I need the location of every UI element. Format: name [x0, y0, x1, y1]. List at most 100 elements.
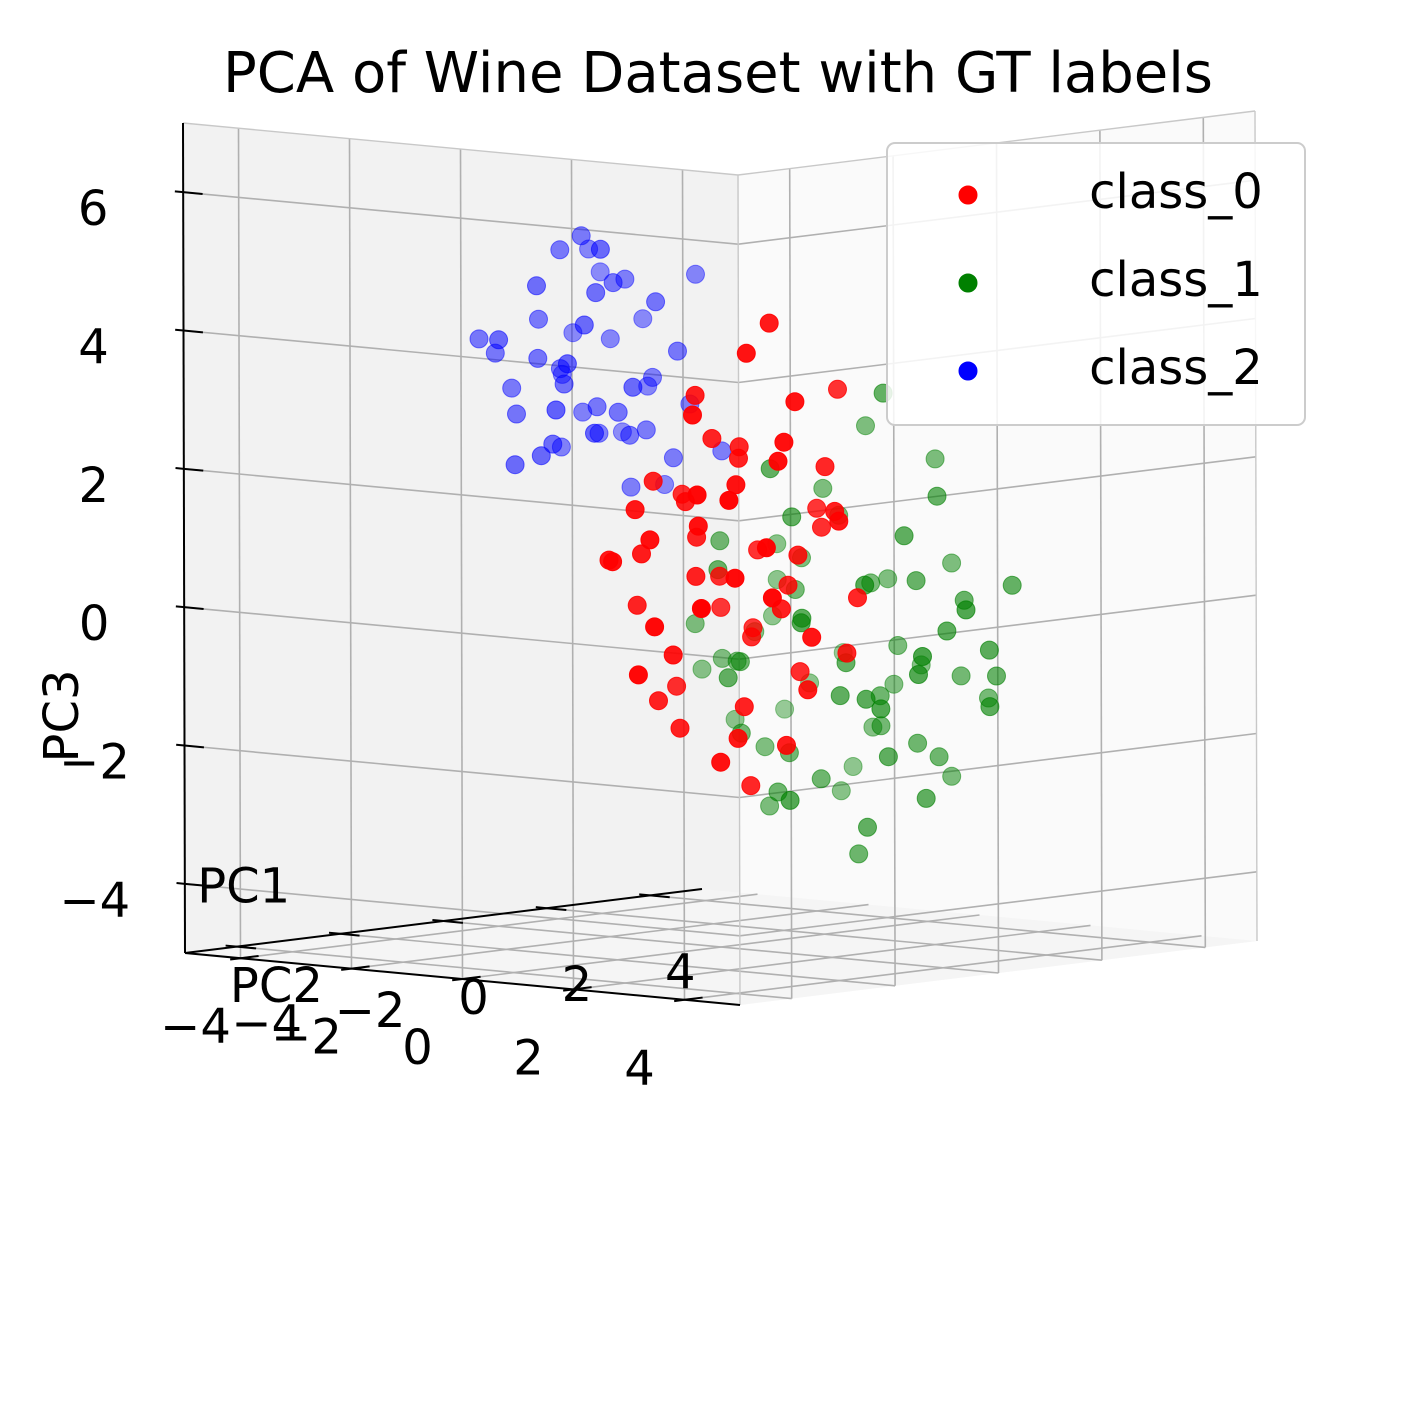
- data-point-class-0: [736, 343, 756, 363]
- grid-line-pc2: [348, 138, 353, 969]
- grid-line-pc2: [237, 128, 242, 959]
- data-point-class-0: [686, 566, 706, 586]
- pc1-tick: [650, 894, 670, 899]
- data-point-class-0: [807, 498, 827, 518]
- data-point-class-1: [811, 769, 831, 789]
- grid-line-pc2: [684, 935, 1202, 1001]
- data-point-class-1: [925, 449, 945, 469]
- data-point-class-1: [858, 817, 877, 837]
- data-point-class-2: [620, 425, 640, 445]
- data-point-class-2: [646, 292, 666, 312]
- data-point-class-1: [780, 790, 800, 810]
- pc2-axis-label: PC2: [230, 958, 323, 1014]
- pc3-tick: [176, 882, 185, 885]
- pc3-tick-label: 2: [79, 458, 110, 514]
- data-point-class-0: [625, 500, 645, 520]
- pc3-tick-label: −4: [59, 873, 130, 929]
- data-point-class-1: [843, 757, 863, 776]
- data-point-class-1: [830, 686, 850, 706]
- pc1-tick-label: 0: [458, 970, 489, 1026]
- data-point-class-2: [636, 420, 656, 440]
- data-point-class-1: [718, 668, 738, 688]
- pc3-tick: [184, 882, 205, 887]
- data-point-class-2: [531, 446, 551, 466]
- grid-line-pc3: [184, 744, 740, 799]
- data-point-class-2: [528, 348, 548, 368]
- pc1-axis-label: PC1: [197, 858, 290, 914]
- data-point-class-1: [760, 796, 780, 816]
- pc1-tick-label: −2: [335, 983, 406, 1039]
- data-point-class-2: [668, 341, 687, 361]
- data-point-class-2: [527, 276, 546, 296]
- legend-marker-class-1: [958, 273, 978, 293]
- data-point-class-1: [856, 689, 876, 709]
- pc3-tick-label: 4: [78, 320, 109, 376]
- data-point-class-0: [643, 471, 663, 491]
- data-point-class-0: [663, 645, 683, 665]
- data-point-class-1: [908, 733, 928, 753]
- data-point-class-0: [741, 776, 761, 796]
- data-point-class-2: [585, 423, 604, 443]
- data-point-class-0: [785, 392, 805, 412]
- data-point-class-2: [507, 404, 526, 424]
- data-point-class-1: [894, 526, 914, 546]
- data-point-class-1: [775, 699, 795, 719]
- data-point-class-2: [550, 240, 570, 260]
- data-point-class-0: [685, 385, 705, 405]
- data-point-class-2: [505, 455, 525, 475]
- data-point-class-0: [719, 490, 739, 510]
- data-point-class-0: [728, 728, 748, 748]
- pc3-tick: [174, 190, 184, 194]
- data-point-class-0: [829, 511, 849, 531]
- data-point-class-0: [762, 588, 782, 608]
- data-point-class-0: [815, 457, 835, 477]
- data-point-class-0: [742, 627, 762, 647]
- pc1-tick: [443, 920, 464, 924]
- data-point-class-0: [734, 697, 754, 717]
- pc2-tick: [684, 996, 703, 1001]
- chart-title: PCA of Wine Dataset with GT labels: [223, 41, 1213, 106]
- pc2-tick-label: 2: [513, 1030, 544, 1086]
- data-point-class-0: [768, 451, 788, 471]
- data-point-class-1: [730, 652, 750, 672]
- axis-labels: PC1 PC2 PC3: [34, 670, 323, 1015]
- pc1-tick: [639, 893, 651, 897]
- data-point-class-1: [987, 666, 1006, 686]
- pc1-tick: [328, 931, 341, 935]
- data-point-class-2: [489, 330, 509, 350]
- pc2-tick: [341, 967, 352, 971]
- grid-line-pc3: [739, 871, 1257, 937]
- legend-label-class-1: class_1: [1089, 252, 1263, 308]
- legend[interactable]: class_0 class_1 class_2: [886, 142, 1306, 426]
- pc2-tick: [573, 986, 592, 991]
- pc1-tick: [236, 945, 257, 950]
- data-point-class-2: [546, 400, 566, 420]
- data-point-class-0: [725, 568, 745, 588]
- data-point-class-1: [782, 507, 802, 527]
- pc1-tick-label: 4: [665, 944, 696, 1000]
- data-point-class-1: [888, 636, 908, 655]
- data-point-class-0: [788, 545, 808, 565]
- data-point-class-1: [791, 613, 811, 633]
- data-point-class-0: [812, 517, 831, 537]
- data-point-class-0: [691, 599, 711, 618]
- data-point-class-0: [667, 676, 687, 696]
- data-point-class-2: [643, 367, 662, 387]
- data-point-class-1: [956, 600, 976, 620]
- pc1-tick: [340, 932, 360, 937]
- legend-label-class-2: class_2: [1089, 340, 1263, 396]
- pc3-tick: [175, 605, 185, 609]
- grid-line-pc2: [351, 903, 869, 970]
- data-point-class-0: [640, 530, 660, 550]
- legend-box: [886, 142, 1306, 426]
- grid-line-pc2: [240, 893, 758, 959]
- pc2-tick: [351, 965, 370, 970]
- pc1-tick: [225, 944, 237, 948]
- grid-line-pc2: [681, 169, 686, 1000]
- data-point-class-0: [688, 516, 708, 536]
- pc3-tick: [184, 744, 205, 749]
- data-point-class-2: [586, 283, 606, 303]
- data-point-class-1: [878, 747, 898, 767]
